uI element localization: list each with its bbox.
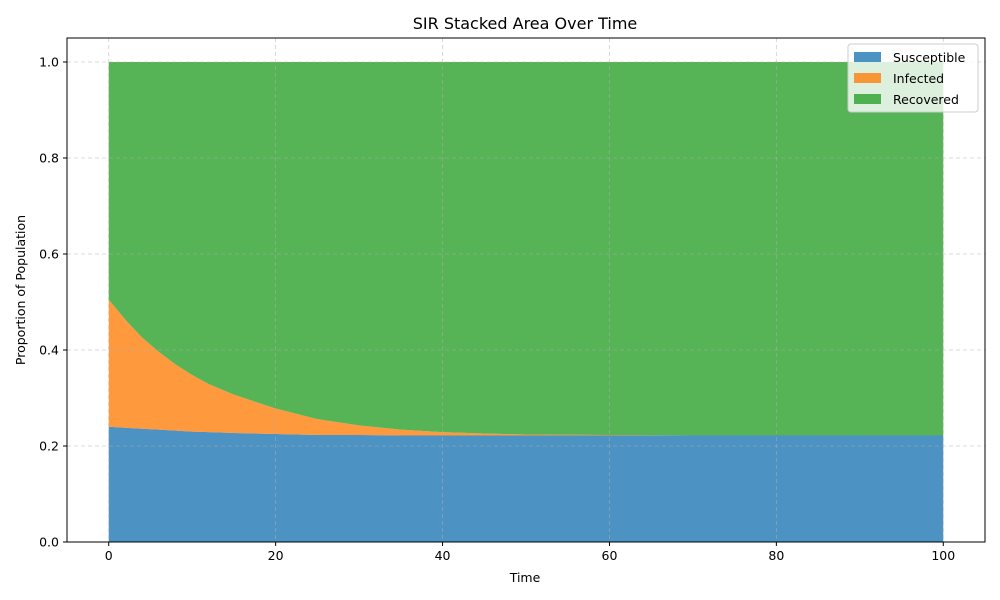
y-tick-label: 0.8 [39,151,59,166]
legend: Susceptible Infected Recovered [847,43,979,113]
x-tick-label: 40 [435,548,451,563]
x-tick-label: 0 [105,548,113,563]
y-tick-label: 0.4 [39,343,59,358]
x-tick-label: 100 [931,548,955,563]
legend-label-recovered: Recovered [893,92,959,107]
chart-title: SIR Stacked Area Over Time [413,14,638,33]
legend-label-susceptible: Susceptible [893,50,966,65]
legend-swatch-infected [854,73,881,83]
y-tick-label: 0.0 [39,535,59,550]
legend-swatch-susceptible [854,52,881,62]
legend-swatch-recovered [854,94,881,104]
x-tick-label: 60 [602,548,618,563]
legend-label-infected: Infected [893,71,944,86]
axes-frame [66,37,986,543]
x-axis-label: Time [509,570,541,585]
y-tick-label: 0.2 [39,439,59,454]
area-susceptible [108,426,944,542]
y-tick-label: 1.0 [39,55,59,70]
area-infected [108,299,944,436]
area-recovered [108,62,944,436]
y-axis-label: Proportion of Population [13,215,28,365]
x-tick-label: 20 [268,548,284,563]
ticks: 0 20 40 60 80 100 0.0 0.2 0.4 0.6 0.8 1.0 [39,55,955,564]
y-tick-label: 0.6 [39,247,59,262]
plot-area: 0 20 40 60 80 100 0.0 0.2 0.4 0.6 0.8 1.0 Susceptibl… [39,37,986,564]
x-tick-label: 80 [768,548,784,563]
